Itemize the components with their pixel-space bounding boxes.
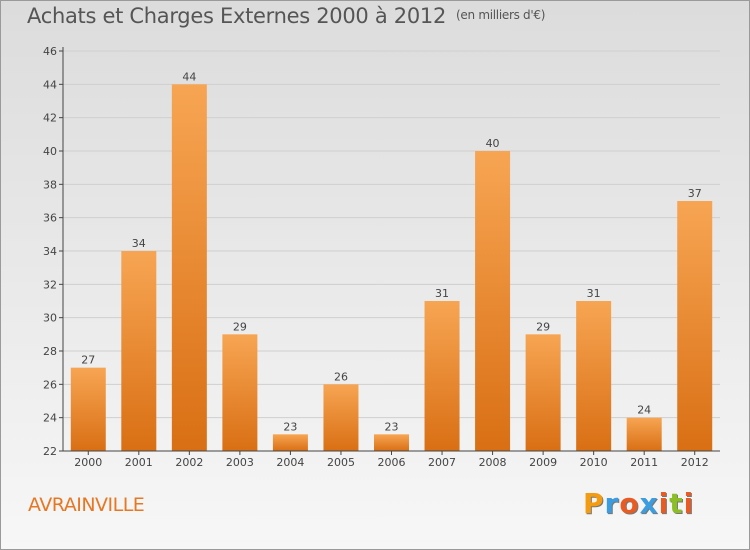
- bar: [475, 151, 511, 451]
- value-label: 29: [233, 320, 247, 333]
- x-tick-label: 2012: [681, 456, 709, 469]
- value-label: 24: [637, 404, 651, 417]
- x-tick-label: 2011: [630, 456, 658, 469]
- title-text: Achats et Charges Externes 2000 à 2012: [27, 4, 447, 28]
- bar: [70, 367, 106, 451]
- bar: [121, 251, 157, 451]
- bars: [70, 84, 713, 451]
- grid-lines: [63, 50, 720, 419]
- logo-letter: i: [658, 487, 670, 520]
- value-label: 40: [486, 137, 500, 150]
- labels: 22 24 26 28 30 32 34 36 38 40 42 44 46 27 2000 34 2001 44…: [43, 45, 709, 469]
- value-label: 23: [385, 420, 399, 433]
- x-tick-label: 2010: [580, 456, 608, 469]
- y-tick-label: 44: [43, 78, 57, 91]
- x-tick-label: 2004: [276, 456, 304, 469]
- value-label: 37: [688, 187, 702, 200]
- logo-letter: x: [639, 487, 659, 520]
- x-tick-label: 2002: [175, 456, 203, 469]
- y-tick-label: 24: [43, 412, 57, 425]
- x-tick-label: 2000: [74, 456, 102, 469]
- y-tick-label: 26: [43, 378, 57, 391]
- y-tick-label: 46: [43, 45, 57, 58]
- x-tick-label: 2006: [378, 456, 406, 469]
- y-tick-label: 36: [43, 212, 57, 225]
- bar: [576, 301, 612, 451]
- proxiti-logo: Proxiti: [583, 487, 694, 520]
- value-label: 31: [587, 287, 601, 300]
- y-tick-label: 38: [43, 178, 57, 191]
- chart-title: Achats et Charges Externes 2000 à 2012 (e…: [27, 4, 545, 28]
- bar: [222, 334, 258, 451]
- logo-letter: o: [619, 487, 640, 520]
- y-tick-label: 32: [43, 278, 57, 291]
- logo-letter: r: [604, 487, 620, 520]
- logo-letter: i: [683, 487, 695, 520]
- value-label: 27: [81, 354, 95, 367]
- y-tick-label: 42: [43, 112, 57, 125]
- bar: [323, 384, 359, 451]
- bar: [424, 301, 460, 451]
- logo-letter: P: [583, 487, 605, 520]
- x-tick-label: 2007: [428, 456, 456, 469]
- y-tick-label: 40: [43, 145, 57, 158]
- location-name: AVRAINVILLE: [28, 494, 145, 516]
- value-label: 26: [334, 370, 348, 383]
- x-tick-label: 2001: [125, 456, 153, 469]
- value-label: 34: [132, 237, 146, 250]
- x-tick-label: 2008: [479, 456, 507, 469]
- value-label: 31: [435, 287, 449, 300]
- y-tick-label: 22: [43, 445, 57, 458]
- y-tick-label: 34: [43, 245, 57, 258]
- x-tick-label: 2005: [327, 456, 355, 469]
- y-tick-label: 28: [43, 345, 57, 358]
- bar: [626, 417, 662, 451]
- x-tick-label: 2003: [226, 456, 254, 469]
- value-label: 44: [182, 70, 196, 83]
- bar: [677, 201, 713, 451]
- value-label: 23: [283, 420, 297, 433]
- bar: [525, 334, 561, 451]
- unit-label: (en milliers d'€): [456, 8, 546, 22]
- axes: [59, 47, 720, 455]
- value-label: 29: [536, 320, 550, 333]
- x-tick-label: 2009: [529, 456, 557, 469]
- y-tick-label: 30: [43, 312, 57, 325]
- logo-letter: t: [669, 487, 684, 520]
- bar: [171, 84, 207, 451]
- bar: [374, 434, 409, 451]
- bar: [272, 434, 308, 451]
